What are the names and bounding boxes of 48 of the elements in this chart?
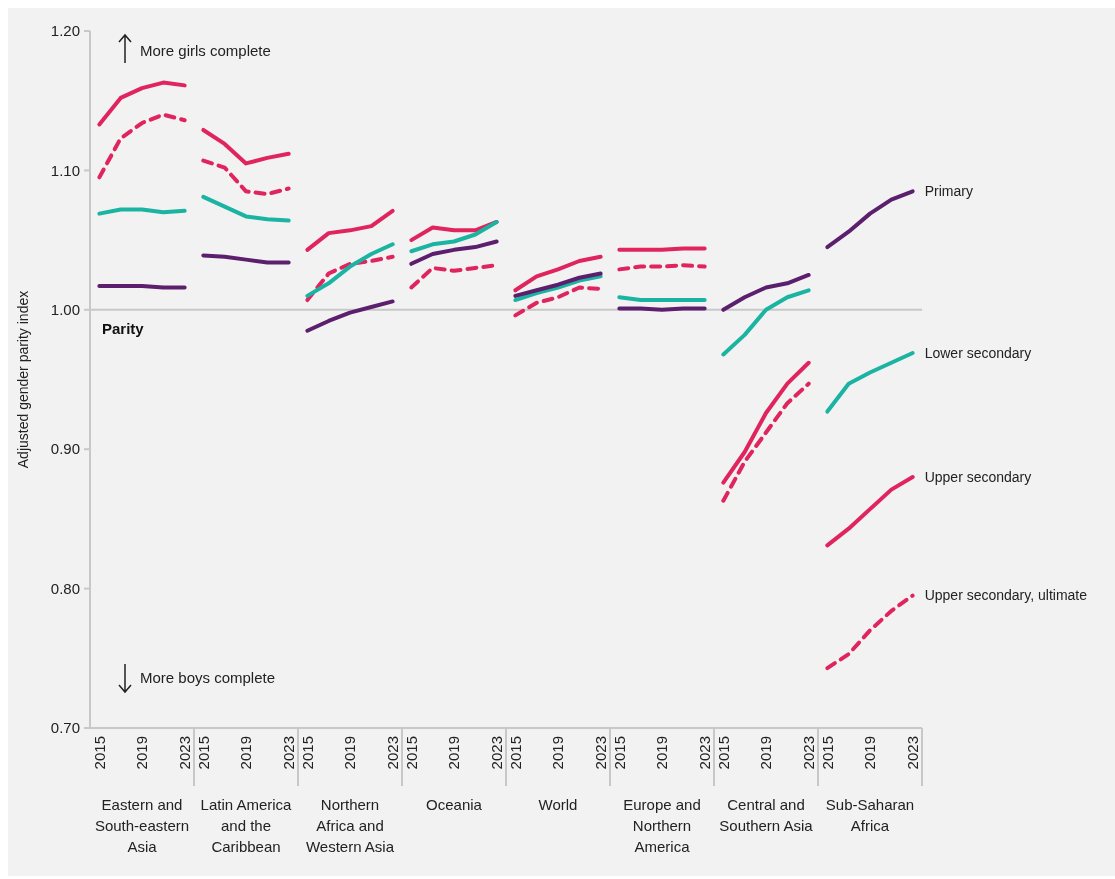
- x-tick-label: 2015: [818, 736, 836, 770]
- x-tick-label: 2023: [175, 736, 193, 770]
- x-tick-label: 2023: [591, 736, 609, 770]
- x-tick-label: 2023: [279, 736, 297, 770]
- series-label: Lower secondary: [924, 344, 1032, 361]
- x-axis-title: Northern Africa and Western Asia: [305, 796, 395, 855]
- y-tick-label: 0.70: [50, 719, 80, 737]
- line-series: [97, 80, 187, 127]
- x-tick-label: 2019: [237, 736, 255, 770]
- x-tick-label: 2015: [90, 736, 108, 770]
- ref-line-label: Parity: [102, 319, 145, 337]
- x-tick-label: 2019: [757, 736, 775, 770]
- x-axis-title: Central and Southern Asia: [719, 796, 814, 834]
- series-label: Upper secondary, ultimate: [924, 587, 1088, 604]
- x-axis-title: World: [538, 796, 578, 813]
- y-axis-title: Adjusted gender parity index: [15, 290, 31, 469]
- series-label: Upper secondary: [924, 468, 1032, 485]
- x-tick-label: 2015: [714, 736, 732, 770]
- x-axis-title: Latin America and the Caribbean: [200, 796, 293, 855]
- x-axis-title: Sub-Saharan Africa: [825, 796, 915, 834]
- x-tick-label: 2015: [194, 736, 212, 770]
- y-tick-label: 1.00: [50, 301, 80, 319]
- x-tick-label: 2023: [383, 736, 401, 770]
- x-tick-label: 2019: [861, 736, 879, 770]
- x-tick-label: 2019: [133, 736, 151, 770]
- x-tick-label: 2015: [402, 736, 420, 770]
- x-axis-title: Oceania: [426, 796, 483, 813]
- x-tick-label: 2019: [445, 736, 463, 770]
- x-tick-label: 2023: [487, 736, 505, 770]
- annotation: More girls complete: [140, 42, 271, 60]
- x-tick-label: 2023: [903, 736, 921, 770]
- annotation: More boys complete: [140, 669, 276, 687]
- x-tick-label: 2019: [653, 736, 671, 770]
- y-tick-label: 0.80: [50, 579, 80, 597]
- x-tick-label: 2019: [341, 736, 359, 770]
- x-axis-title: Eastern and South-eastern Asia: [94, 796, 190, 855]
- x-axis-title: Europe and Northern America: [623, 796, 701, 855]
- x-tick-label: 2019: [549, 736, 567, 770]
- x-tick-label: 2015: [298, 736, 316, 770]
- x-tick-label: 2023: [799, 736, 817, 770]
- x-tick-label: 2023: [695, 736, 713, 770]
- y-tick-label: 1.20: [50, 22, 80, 40]
- line-series: [97, 112, 187, 180]
- x-tick-label: 2015: [610, 736, 628, 770]
- series-label: Primary: [924, 183, 973, 200]
- x-tick-label: 2015: [506, 736, 524, 770]
- y-tick-label: 1.10: [50, 161, 80, 179]
- y-tick-label: 0.90: [50, 440, 80, 458]
